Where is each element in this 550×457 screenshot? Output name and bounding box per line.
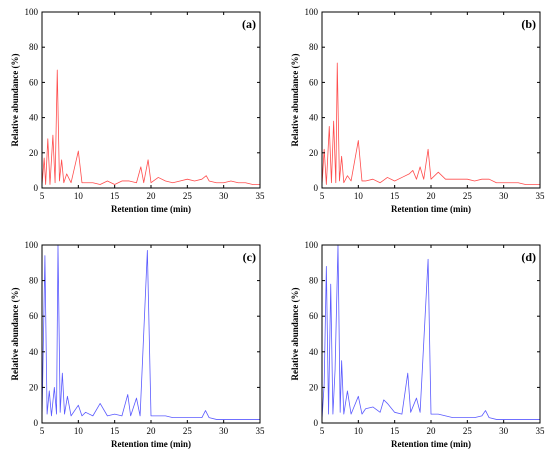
x-axis-title: Retention time (min) xyxy=(111,439,191,449)
y-tick-label: 20 xyxy=(309,148,319,158)
x-axis-title: Retention time (min) xyxy=(391,439,471,449)
y-tick-label: 80 xyxy=(29,276,39,286)
x-tick-label: 10 xyxy=(74,191,84,201)
y-tick-label: 0 xyxy=(34,183,39,193)
x-tick-label: 5 xyxy=(320,426,325,436)
chromatogram-trace xyxy=(321,244,540,420)
x-tick-label: 5 xyxy=(40,426,45,436)
y-tick-label: 0 xyxy=(314,183,319,193)
y-tick-label: 20 xyxy=(29,382,39,392)
panel-tag: (d) xyxy=(521,250,536,264)
y-tick-label: 60 xyxy=(29,311,39,321)
x-tick-label: 15 xyxy=(110,191,120,201)
y-axis-title: Relative abundance (%) xyxy=(10,288,20,381)
x-tick-label: 30 xyxy=(499,191,509,201)
plot-frame xyxy=(41,244,261,424)
x-tick-label: 25 xyxy=(463,191,473,201)
panel-tag: (a) xyxy=(242,17,256,31)
x-tick-label: 35 xyxy=(256,191,266,201)
y-axis-title: Relative abundance (%) xyxy=(10,54,20,147)
chart-panel-1: 5 10 15 20 25 30 35 0 20 40 60 80 100 Retention time … xyxy=(10,7,265,214)
x-tick-label: 10 xyxy=(354,191,364,201)
x-tick-label: 30 xyxy=(219,191,229,201)
x-tick-label: 20 xyxy=(427,426,437,436)
plot-frame xyxy=(41,11,261,189)
y-tick-label: 60 xyxy=(29,77,39,87)
y-axis-title: Relative abundance (%) xyxy=(290,288,300,381)
x-tick-label: 15 xyxy=(390,191,400,201)
y-tick-label: 80 xyxy=(29,42,39,52)
chart-panel-2: 5 10 15 20 25 30 35 0 20 40 60 80 100 Retention time … xyxy=(290,7,545,214)
y-tick-label: 40 xyxy=(309,113,319,123)
x-tick-label: 30 xyxy=(499,426,509,436)
chromatogram-trace xyxy=(41,69,260,186)
y-tick-label: 100 xyxy=(305,240,319,250)
y-tick-label: 80 xyxy=(309,42,319,52)
x-tick-label: 25 xyxy=(183,191,193,201)
x-axis-title: Retention time (min) xyxy=(391,204,471,214)
y-tick-label: 100 xyxy=(25,240,39,250)
x-axis-title: Retention time (min) xyxy=(111,204,191,214)
y-tick-label: 20 xyxy=(29,148,39,158)
y-tick-label: 40 xyxy=(29,113,39,123)
x-tick-label: 35 xyxy=(536,191,546,201)
x-tick-label: 15 xyxy=(390,426,400,436)
chromatogram-trace xyxy=(41,244,260,420)
y-axis-title: Relative abundance (%) xyxy=(290,54,300,147)
y-tick-label: 0 xyxy=(34,418,39,428)
panel-tag: (b) xyxy=(521,17,536,31)
x-tick-label: 20 xyxy=(427,191,437,201)
panel-tag: (c) xyxy=(243,250,256,264)
x-tick-label: 30 xyxy=(219,426,229,436)
y-tick-label: 100 xyxy=(305,7,319,17)
x-tick-label: 35 xyxy=(256,426,266,436)
y-tick-label: 60 xyxy=(309,77,319,87)
x-tick-label: 10 xyxy=(354,426,364,436)
y-tick-label: 100 xyxy=(25,7,39,17)
y-tick-label: 60 xyxy=(309,311,319,321)
y-tick-label: 20 xyxy=(309,382,319,392)
y-tick-label: 40 xyxy=(29,347,39,357)
x-tick-label: 5 xyxy=(320,191,325,201)
x-tick-label: 10 xyxy=(74,426,84,436)
y-tick-label: 0 xyxy=(314,418,319,428)
chart-panel-4: 5 10 15 20 25 30 35 0 20 40 60 80 100 Retention time … xyxy=(290,240,545,449)
x-tick-label: 25 xyxy=(463,426,473,436)
y-tick-label: 40 xyxy=(309,347,319,357)
chart-panel-3: 5 10 15 20 25 30 35 0 20 40 60 80 100 Retention time … xyxy=(10,240,265,449)
x-tick-label: 35 xyxy=(536,426,546,436)
x-tick-label: 20 xyxy=(147,426,157,436)
x-tick-label: 20 xyxy=(147,191,157,201)
chromatogram-trace xyxy=(321,62,540,186)
x-tick-label: 5 xyxy=(40,191,45,201)
y-tick-label: 80 xyxy=(309,276,319,286)
x-tick-label: 15 xyxy=(110,426,120,436)
x-tick-label: 25 xyxy=(183,426,193,436)
